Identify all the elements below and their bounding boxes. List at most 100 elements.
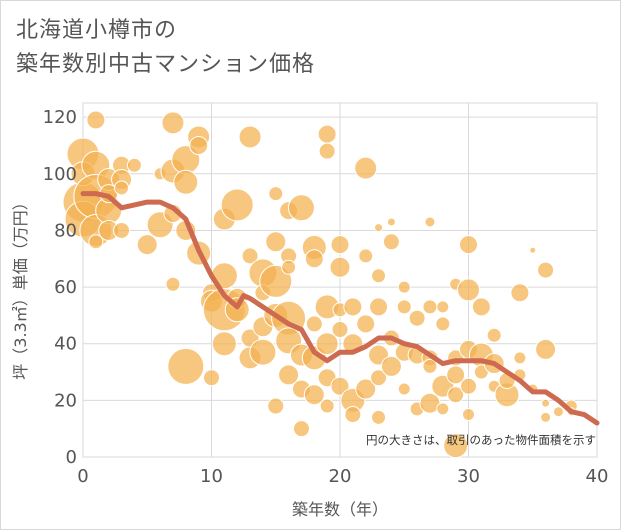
y-axis-label: 坪（3.3㎡）単価（万円） <box>11 194 30 379</box>
data-bubble <box>189 135 209 155</box>
data-bubble <box>436 402 450 416</box>
data-bubble <box>238 125 262 149</box>
x-axis-label: 築年数（年） <box>292 500 388 519</box>
x-tick-label: 20 <box>329 466 352 487</box>
chart-title-line-1: 北海道小樽市の <box>16 18 178 43</box>
data-bubble <box>356 314 376 334</box>
data-bubble <box>447 386 465 404</box>
data-bubble <box>462 408 475 422</box>
data-bubble <box>397 382 411 396</box>
data-bubble <box>354 156 378 180</box>
data-bubble <box>529 246 537 254</box>
data-bubble <box>303 384 325 406</box>
y-tick-label: 0 <box>66 447 77 468</box>
data-bubble <box>386 217 396 227</box>
data-bubble <box>355 378 377 400</box>
data-bubble <box>370 369 388 387</box>
data-bubble <box>278 364 300 386</box>
data-bubble <box>241 247 259 265</box>
data-bubble <box>318 142 336 160</box>
data-bubble <box>268 186 284 202</box>
data-bubble <box>114 180 130 196</box>
data-bubble <box>382 233 400 251</box>
x-tick-label: 10 <box>200 466 223 487</box>
data-bubble <box>281 259 297 275</box>
data-bubble <box>436 300 450 314</box>
data-bubble <box>330 376 350 396</box>
data-bubble <box>397 280 411 294</box>
data-bubble <box>460 377 477 395</box>
data-bubble <box>265 231 287 253</box>
trend-line <box>80 191 600 426</box>
y-tick-label: 20 <box>54 390 77 411</box>
data-bubble <box>435 316 451 332</box>
data-bubble <box>136 234 158 256</box>
data-bubble <box>343 297 363 317</box>
data-bubble <box>446 365 466 385</box>
tick-labels: 0 10 20 30 40 0 20 40 60 80 100 120 <box>43 107 609 487</box>
chart-title-line-2: 築年数別中古マンション価格 <box>16 52 316 77</box>
data-bubble <box>113 221 131 239</box>
data-bubble <box>422 358 438 374</box>
data-bubble <box>457 278 480 302</box>
data-bubble <box>88 234 104 250</box>
data-bubble <box>287 194 315 222</box>
data-bubble <box>540 411 552 423</box>
data-bubble <box>371 268 387 284</box>
y-tick-label: 100 <box>43 164 77 185</box>
data-bubble <box>173 169 199 195</box>
data-bubble <box>167 347 205 385</box>
data-bubble <box>422 299 438 315</box>
data-bubble <box>220 188 254 222</box>
data-bubble <box>443 433 469 459</box>
data-bubble <box>374 223 384 233</box>
data-bubble <box>471 297 491 317</box>
x-tick-label: 30 <box>457 466 480 487</box>
y-tick-label: 80 <box>54 220 77 241</box>
data-bubble <box>305 315 323 333</box>
x-tick-label: 40 <box>586 466 609 487</box>
y-tick-label: 60 <box>54 277 77 298</box>
y-tick-label: 40 <box>54 334 77 355</box>
data-bubble <box>552 406 564 418</box>
data-bubble <box>304 249 324 269</box>
data-bubble <box>537 261 555 279</box>
data-bubble <box>330 235 350 255</box>
data-bubble <box>319 398 335 414</box>
data-bubble <box>408 309 426 327</box>
bubble-layer <box>62 110 578 459</box>
data-bubble <box>396 299 412 315</box>
data-bubble <box>486 327 502 343</box>
data-bubble <box>317 124 337 144</box>
data-bubble <box>267 397 285 415</box>
bubble-size-note: 円の大きさは、取引のあった物件面積を示す <box>366 433 596 447</box>
data-bubble <box>541 398 551 408</box>
data-bubble <box>358 248 374 264</box>
chart-title: 北海道小樽市の 築年数別中古マンション価格 <box>16 14 315 82</box>
data-bubble <box>369 297 389 317</box>
data-bubble <box>203 369 220 387</box>
data-bubble <box>344 406 362 424</box>
data-bubble <box>315 332 339 356</box>
data-bubble <box>86 110 106 130</box>
data-bubble <box>510 283 530 303</box>
grid-lines <box>82 102 598 458</box>
plot-border <box>82 102 598 458</box>
data-bubble <box>535 338 557 360</box>
data-bubble <box>371 409 387 425</box>
data-bubble <box>424 216 436 228</box>
data-bubble <box>459 235 478 255</box>
data-bubble <box>211 331 237 357</box>
data-bubble <box>331 321 349 339</box>
data-bubble <box>380 355 402 377</box>
data-bubble <box>249 338 277 366</box>
x-tick-label: 0 <box>77 466 88 487</box>
y-tick-label: 120 <box>43 107 77 128</box>
data-bubble <box>165 276 181 292</box>
data-bubble <box>259 264 293 298</box>
data-bubble <box>161 111 185 135</box>
data-bubble <box>513 351 527 365</box>
data-bubble <box>292 420 310 438</box>
data-bubble <box>329 256 351 278</box>
